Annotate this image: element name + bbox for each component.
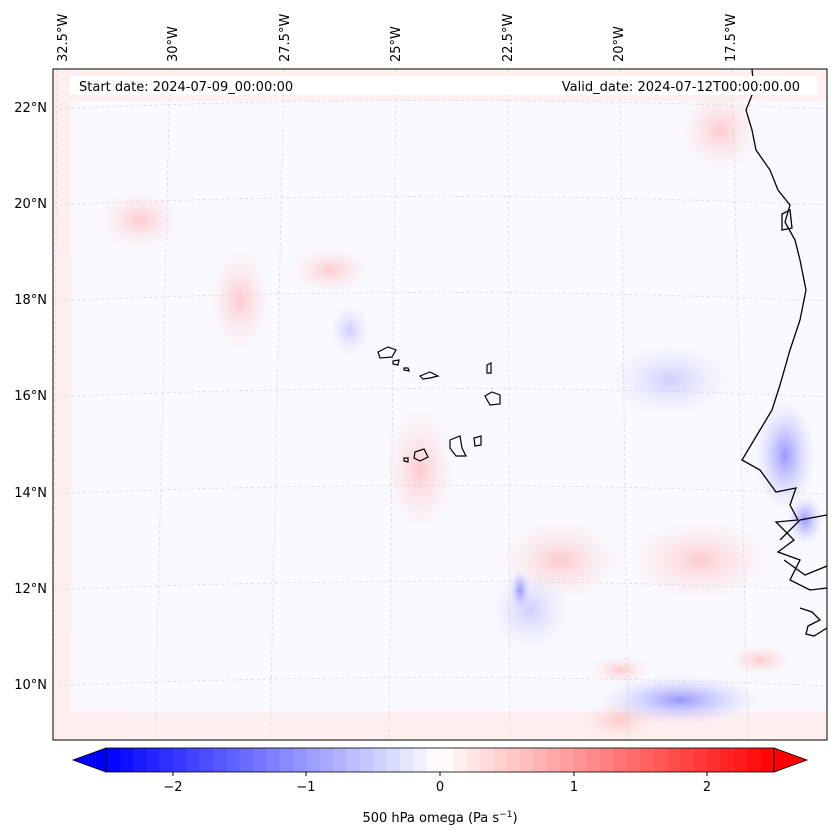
- lon-label: 17.5°W: [724, 14, 739, 62]
- coastline: [741, 69, 827, 637]
- colorbar-segment: [720, 748, 735, 772]
- colorbar-segment: [279, 748, 294, 772]
- colorbar-segment: [106, 748, 120, 772]
- annotation-background: [70, 76, 817, 95]
- colorbar-segment: [680, 748, 695, 772]
- colorbar-segment: [373, 748, 387, 772]
- colorbar-segment: [466, 748, 481, 772]
- colorbar-ticks: −2 −1 0 1 2: [163, 772, 711, 795]
- colorbar-segment: [560, 748, 574, 772]
- colorbar-tick-label: −1: [296, 780, 315, 795]
- colorbar-segment: [119, 748, 134, 772]
- colorbar-tick-label: −2: [163, 780, 182, 795]
- valid-date-label: Valid_date: 2024-07-12T00:00:00.00: [562, 80, 800, 95]
- longitude-labels: 32.5°W 30°W 27.5°W 25°W 22.5°W 20°W 17.5…: [56, 14, 739, 62]
- colorbar-segment: [613, 748, 628, 772]
- colorbar-segment: [653, 748, 668, 772]
- colorbar-segment: [266, 748, 281, 772]
- colorbar-segment: [212, 748, 227, 772]
- colorbar-segment: [480, 748, 494, 772]
- cape-verde-islands: [377, 346, 501, 463]
- colorbar-segment: [440, 748, 454, 772]
- colorbar-segment: [640, 748, 655, 772]
- colorbar: −2 −1 0 1 2 500 hPa omega (Pa s−1): [71, 747, 809, 826]
- island-sao-vicente: [392, 359, 400, 366]
- colorbar-segment: [306, 748, 321, 772]
- colorbar-segment: [546, 748, 561, 772]
- colorbar-extend-high: [773, 747, 809, 773]
- colorbar-tick-label: 0: [436, 780, 444, 795]
- island-maio: [473, 435, 482, 447]
- colorbar-segment: [319, 748, 334, 772]
- colorbar-segment: [707, 748, 721, 772]
- colorbar-extend-low: [71, 747, 107, 773]
- lat-label: 12°N: [14, 582, 47, 597]
- start-date-label: Start date: 2024-07-09_00:00:00: [79, 80, 293, 95]
- colorbar-segment: [693, 748, 708, 772]
- graticule: [53, 69, 827, 740]
- lon-label: 30°W: [166, 26, 181, 62]
- lat-label: 22°N: [14, 101, 47, 116]
- colorbar-segment: [239, 748, 254, 772]
- colorbar-segment: [293, 748, 307, 772]
- island-boa-vista: [484, 391, 501, 406]
- colorbar-segment: [333, 748, 347, 772]
- island-sal: [486, 362, 492, 374]
- island-brava: [403, 457, 409, 463]
- lat-label: 18°N: [14, 293, 47, 308]
- colorbar-segment: [733, 748, 748, 772]
- lon-label: 20°W: [612, 26, 627, 62]
- colorbar-segment: [747, 748, 762, 772]
- island-santa-luzia: [403, 367, 410, 372]
- colorbar-segments: [106, 748, 775, 772]
- latitude-labels: 22°N 20°N 18°N 16°N 14°N 12°N 10°N: [14, 101, 47, 693]
- island-fogo: [413, 448, 429, 462]
- island-santo-antao: [377, 346, 397, 359]
- colorbar-segment: [159, 748, 174, 772]
- colorbar-segment: [199, 748, 214, 772]
- colorbar-segment: [760, 748, 775, 772]
- colorbar-segment: [399, 748, 414, 772]
- colorbar-segment: [132, 748, 147, 772]
- colorbar-segment: [453, 748, 468, 772]
- colorbar-segment: [359, 748, 374, 772]
- colorbar-segment: [346, 748, 361, 772]
- colorbar-segment: [386, 748, 401, 772]
- island-sao-nicolau: [418, 371, 440, 380]
- colorbar-segment: [600, 748, 615, 772]
- colorbar-tick-label: 2: [703, 780, 711, 795]
- colorbar-segment: [426, 748, 441, 772]
- colorbar-segment: [172, 748, 187, 772]
- colorbar-segment: [533, 748, 548, 772]
- colorbar-segment: [573, 748, 588, 772]
- colorbar-segment: [586, 748, 601, 772]
- lon-label: 27.5°W: [278, 14, 293, 62]
- colorbar-segment: [252, 748, 267, 772]
- lat-label: 10°N: [14, 678, 47, 693]
- lon-label: 22.5°W: [501, 14, 516, 62]
- lat-label: 16°N: [14, 389, 47, 404]
- lon-label: 25°W: [389, 26, 404, 62]
- omega-field: [53, 69, 827, 740]
- colorbar-segment: [186, 748, 200, 772]
- colorbar-segment: [226, 748, 240, 772]
- colorbar-segment: [146, 748, 160, 772]
- colorbar-label: 500 hPa omega (Pa s−1): [362, 810, 517, 826]
- map-panel: [53, 69, 827, 740]
- colorbar-segment: [413, 748, 428, 772]
- lat-label: 14°N: [14, 486, 47, 501]
- lon-label: 32.5°W: [56, 14, 71, 62]
- colorbar-tick-label: 1: [570, 780, 578, 795]
- lat-label: 20°N: [14, 197, 47, 212]
- island-santiago: [449, 435, 467, 457]
- colorbar-segment: [667, 748, 681, 772]
- colorbar-segment: [520, 748, 534, 772]
- colorbar-segment: [506, 748, 521, 772]
- colorbar-segment: [493, 748, 508, 772]
- colorbar-segment: [627, 748, 641, 772]
